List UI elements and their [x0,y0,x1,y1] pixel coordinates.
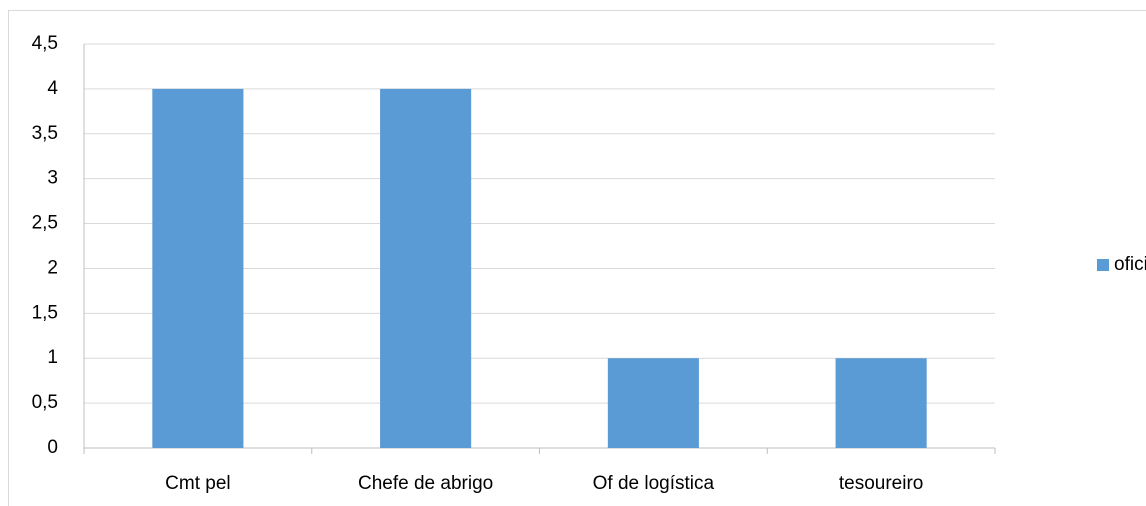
x-tick-label: Chefe de abrigo [358,473,493,494]
legend-swatch [1097,259,1109,271]
y-tick-label: 0,5 [32,392,58,413]
y-tick-label: 1 [47,347,58,368]
bar [380,88,472,448]
x-tick-label: Cmt pel [165,473,230,494]
bar [152,88,244,448]
y-tick-label: 1,5 [32,302,58,323]
chart-border [8,10,1146,506]
legend-label: oficiais [1114,254,1146,275]
y-tick-label: 0 [47,437,58,458]
y-tick-label: 2 [47,257,58,278]
x-tick-label: tesoureiro [839,473,924,494]
bar [607,358,699,448]
bar [835,358,927,448]
y-tick-label: 2,5 [32,213,58,234]
y-tick-label: 4 [47,78,58,99]
y-tick-label: 3 [47,168,58,189]
y-tick-label: 4,5 [32,33,58,54]
y-tick-label: 3,5 [32,123,58,144]
x-tick-label: Of de logística [593,473,715,494]
